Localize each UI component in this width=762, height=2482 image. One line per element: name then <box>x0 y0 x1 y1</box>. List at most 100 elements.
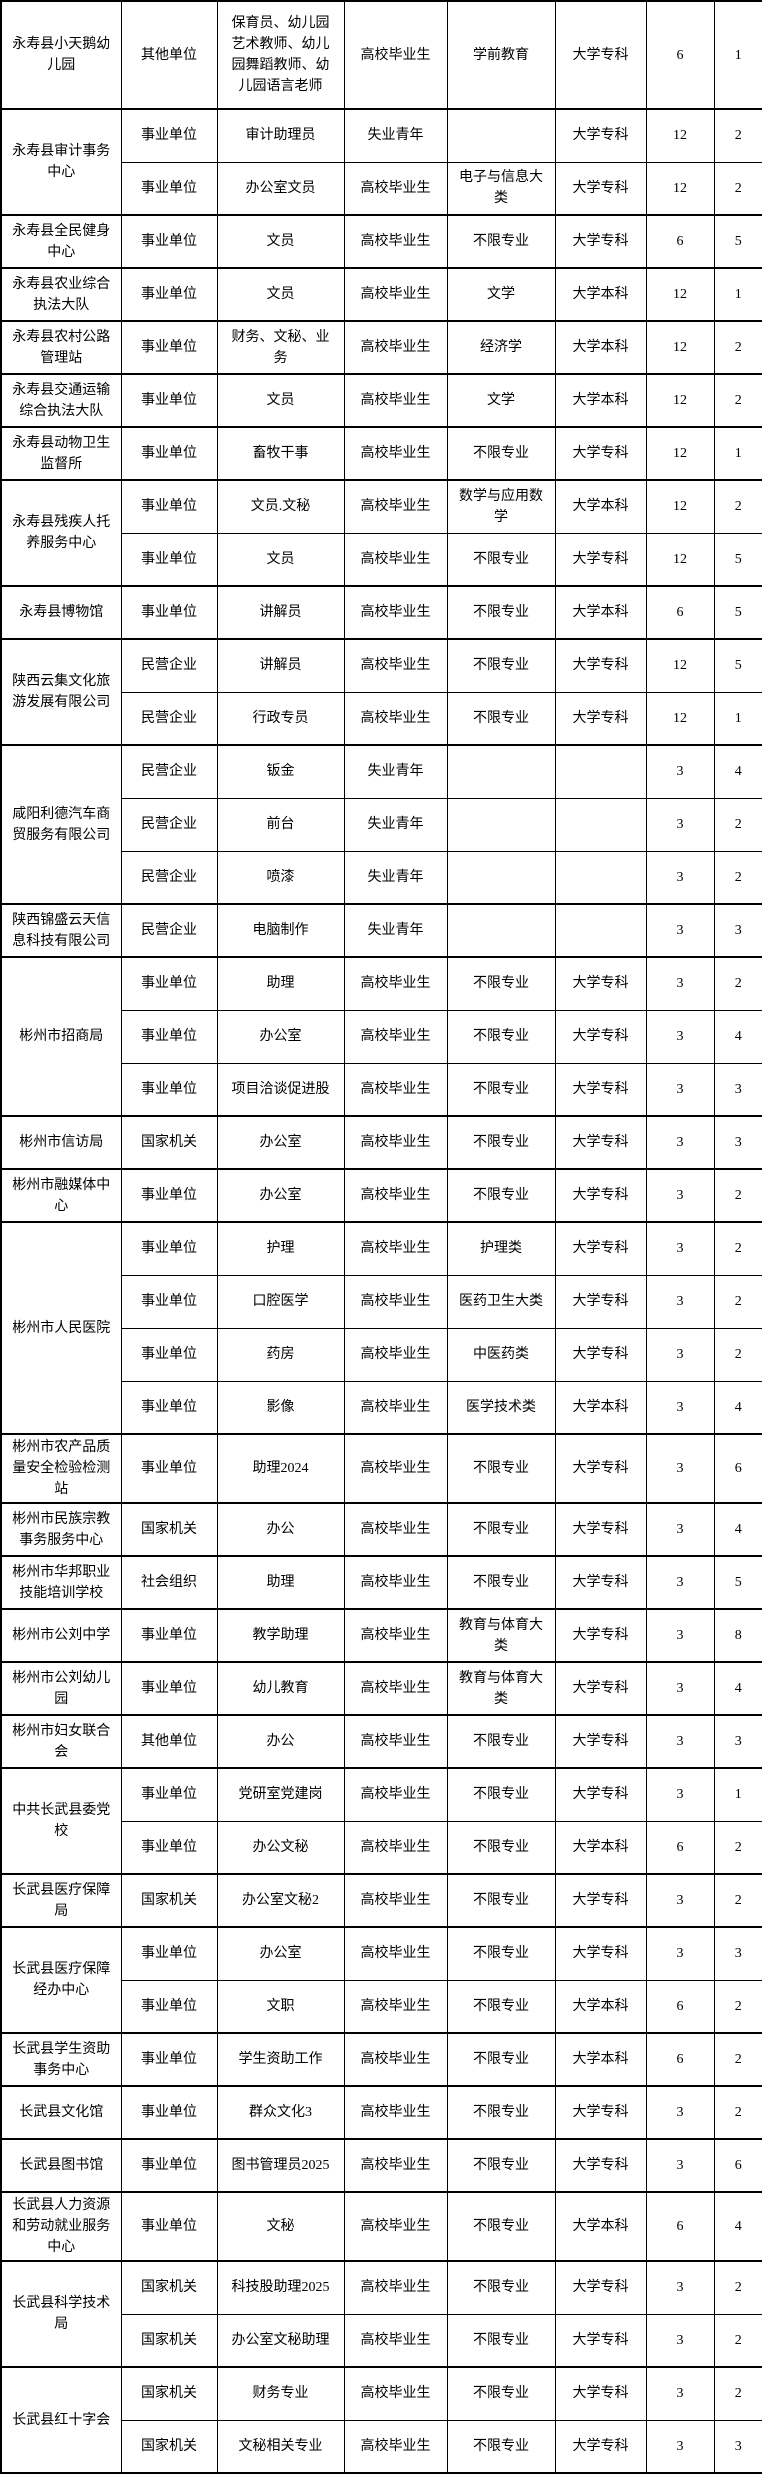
table-row: 民营企业 行政专员 高校毕业生 不限专业 大学专科 12 1 <box>1 691 762 746</box>
target-group-cell: 高校毕业生 <box>343 1168 448 1223</box>
education-cell: 大学专科 <box>554 2366 647 2421</box>
major-cell: 不限专业 <box>446 1820 556 1875</box>
target-group-cell: 高校毕业生 <box>343 426 448 481</box>
org-name-cell: 永寿县全民健身中心 <box>0 214 122 269</box>
org-name-cell: 中共长武县委党校 <box>0 1767 122 1875</box>
major-cell: 不限专业 <box>446 2032 556 2087</box>
major-cell: 不限专业 <box>446 2085 556 2140</box>
target-group-cell: 高校毕业生 <box>343 2313 448 2368</box>
unit-type-cell: 事业单位 <box>120 1274 218 1329</box>
major-cell: 不限专业 <box>446 426 556 481</box>
position-cell: 办公 <box>216 1502 345 1557</box>
num2-cell: 3 <box>713 2419 762 2474</box>
table-row: 彬州市农产品质量安全检验检测站 事业单位 助理2024 高校毕业生 不限专业 大学专科 3 6 <box>0 1433 762 1504</box>
major-cell: 医药卫生大类 <box>446 1274 556 1329</box>
num2-cell: 2 <box>713 1327 762 1382</box>
num1-cell: 3 <box>645 744 715 799</box>
num2-cell: 1 <box>713 426 762 481</box>
education-cell: 大学专科 <box>554 2085 647 2140</box>
major-cell: 不限专业 <box>446 214 556 269</box>
target-group-cell: 高校毕业生 <box>343 1274 448 1329</box>
num1-cell: 12 <box>645 532 715 587</box>
target-group-cell: 高校毕业生 <box>343 1926 448 1981</box>
table-row: 彬州市民族宗教事务服务中心 国家机关 办公 高校毕业生 不限专业 大学专科 3 4 <box>0 1502 762 1557</box>
num1-cell: 3 <box>645 956 715 1011</box>
education-cell: 大学本科 <box>554 1380 647 1435</box>
num1-cell: 3 <box>645 1714 715 1769</box>
table-row: 陕西锦盛云天信息科技有限公司 民营企业 电脑制作 失业青年 3 3 <box>0 903 762 958</box>
unit-type-cell: 事业单位 <box>120 1767 218 1822</box>
position-cell: 办公室文秘助理 <box>216 2313 345 2368</box>
major-cell: 不限专业 <box>446 2419 556 2474</box>
num2-cell: 8 <box>713 1608 762 1663</box>
num1-cell: 3 <box>645 1115 715 1170</box>
major-cell: 不限专业 <box>446 532 556 587</box>
table-row: 陕西云集文化旅游发展有限公司 民营企业 讲解员 高校毕业生 不限专业 大学专科 12 5 <box>0 638 762 746</box>
position-cell: 护理 <box>216 1221 345 1276</box>
education-cell: 大学专科 <box>554 2260 647 2315</box>
major-cell: 不限专业 <box>446 2138 556 2193</box>
position-cell: 学生资助工作 <box>216 2032 345 2087</box>
position-cell: 文员 <box>216 267 345 322</box>
position-cell: 钣金 <box>216 744 345 799</box>
major-cell: 不限专业 <box>446 2191 556 2262</box>
major-cell: 不限专业 <box>446 1433 556 1504</box>
target-group-cell: 高校毕业生 <box>343 320 448 375</box>
num1-cell: 3 <box>645 1274 715 1329</box>
target-group-cell: 高校毕业生 <box>343 691 448 746</box>
education-cell: 大学专科 <box>554 2313 647 2368</box>
major-cell: 不限专业 <box>446 2313 556 2368</box>
education-cell: 大学专科 <box>554 1767 647 1822</box>
target-group-cell: 高校毕业生 <box>343 1873 448 1928</box>
table-row: 事业单位 口腔医学 高校毕业生 医药卫生大类 大学专科 3 2 <box>1 1274 762 1329</box>
education-cell: 大学专科 <box>554 532 647 587</box>
target-group-cell: 失业青年 <box>343 744 448 799</box>
num1-cell: 3 <box>645 1221 715 1276</box>
unit-type-cell: 事业单位 <box>120 1926 218 1981</box>
table-row: 彬州市华邦职业技能培训学校 社会组织 助理 高校毕业生 不限专业 大学专科 3 5 <box>0 1555 762 1610</box>
table-row: 长武县医疗保障局 国家机关 办公室文秘2 高校毕业生 不限专业 大学专科 3 2 <box>0 1873 762 1928</box>
unit-type-cell: 其他单位 <box>120 1714 218 1769</box>
table-row: 彬州市妇女联合会 其他单位 办公 高校毕业生 不限专业 大学专科 3 3 <box>0 1714 762 1769</box>
org-name-cell: 彬州市公刘中学 <box>0 1608 122 1663</box>
target-group-cell: 高校毕业生 <box>343 0 448 110</box>
target-group-cell: 失业青年 <box>343 903 448 958</box>
education-cell: 大学专科 <box>554 1115 647 1170</box>
education-cell: 大学专科 <box>554 1661 647 1716</box>
table-row: 彬州市融媒体中心 事业单位 办公室 高校毕业生 不限专业 大学专科 3 2 <box>0 1168 762 1223</box>
target-group-cell: 高校毕业生 <box>343 1115 448 1170</box>
table-row: 长武县医疗保障经办中心 事业单位 办公室 高校毕业生 不限专业 大学专科 3 3 <box>0 1926 762 2034</box>
num2-cell: 3 <box>713 1115 762 1170</box>
num2-cell: 3 <box>713 1926 762 1981</box>
org-name-cell: 彬州市融媒体中心 <box>0 1168 122 1223</box>
org-name-cell: 彬州市民族宗教事务服务中心 <box>0 1502 122 1557</box>
major-cell: 不限专业 <box>446 2366 556 2421</box>
position-cell: 前台 <box>216 797 345 852</box>
position-cell: 审计助理员 <box>216 108 345 163</box>
num1-cell: 3 <box>645 1168 715 1223</box>
major-cell: 不限专业 <box>446 585 556 640</box>
major-cell <box>446 744 556 799</box>
table-row: 咸阳利德汽车商贸服务有限公司 民营企业 钣金 失业青年 3 4 <box>0 744 762 905</box>
org-name-cell: 咸阳利德汽车商贸服务有限公司 <box>0 744 122 905</box>
org-name-cell: 永寿县农村公路管理站 <box>0 320 122 375</box>
num2-cell: 2 <box>713 956 762 1011</box>
num1-cell: 6 <box>645 1979 715 2034</box>
education-cell: 大学专科 <box>554 1608 647 1663</box>
unit-type-cell: 事业单位 <box>120 1608 218 1663</box>
num2-cell: 5 <box>713 1555 762 1610</box>
table-row: 民营企业 前台 失业青年 3 2 <box>1 797 762 852</box>
education-cell: 大学专科 <box>554 1168 647 1223</box>
major-cell: 不限专业 <box>446 1873 556 1928</box>
unit-type-cell: 事业单位 <box>120 956 218 1011</box>
org-name-cell: 永寿县小天鹅幼儿园 <box>0 0 122 110</box>
target-group-cell: 失业青年 <box>343 797 448 852</box>
education-cell: 大学专科 <box>554 691 647 746</box>
unit-type-cell: 事业单位 <box>120 1009 218 1064</box>
org-name-cell: 长武县人力资源和劳动就业服务中心 <box>0 2191 122 2262</box>
education-cell: 大学本科 <box>554 267 647 322</box>
unit-type-cell: 民营企业 <box>120 903 218 958</box>
org-name-cell: 永寿县残疾人托养服务中心 <box>0 479 122 587</box>
position-cell: 文员 <box>216 532 345 587</box>
education-cell: 大学本科 <box>554 479 647 534</box>
